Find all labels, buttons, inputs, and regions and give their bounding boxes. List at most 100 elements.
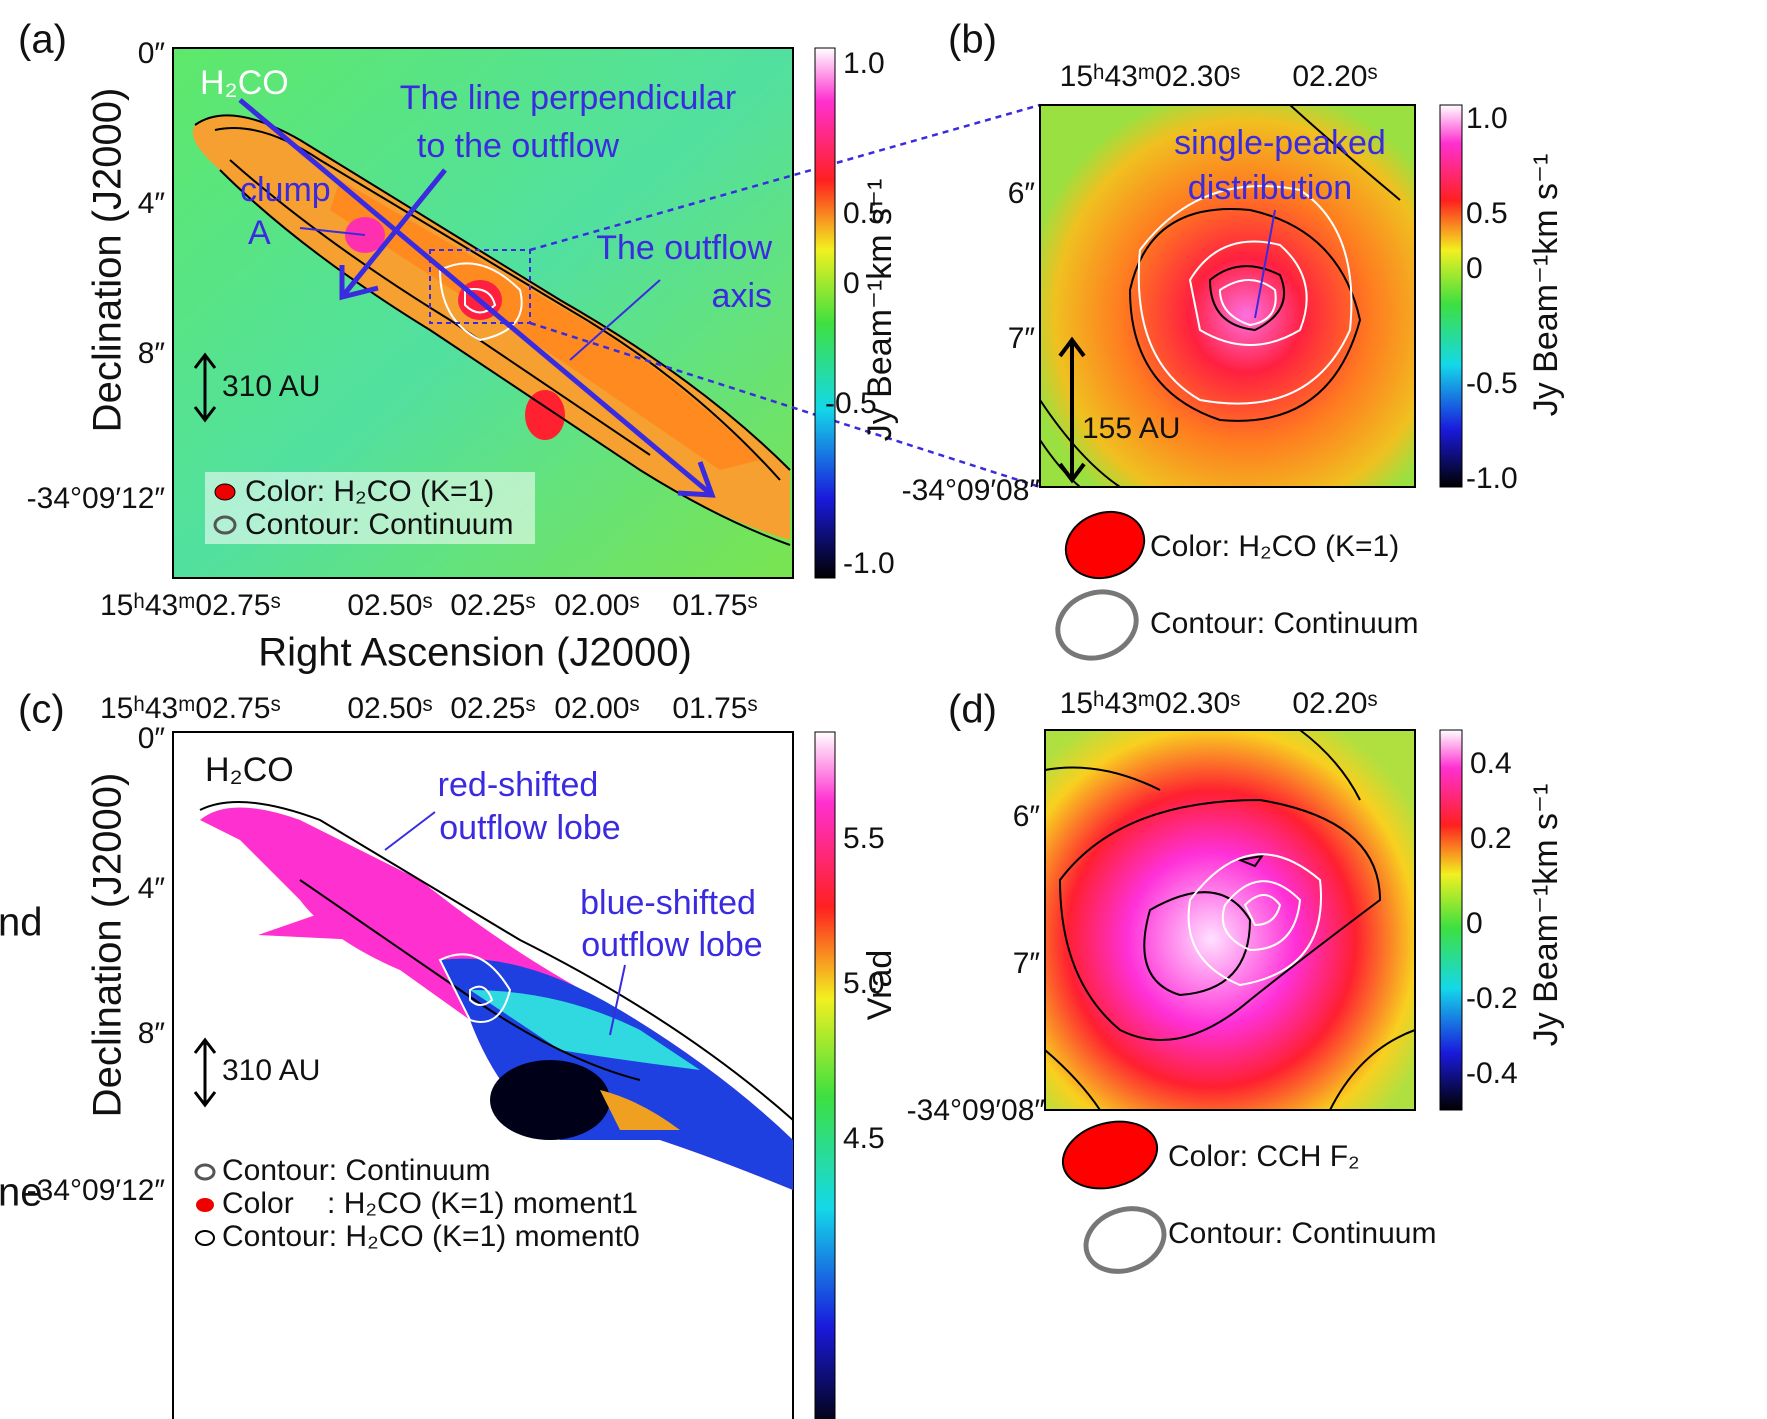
map	[1044, 729, 1416, 1111]
colorbar-tick: 0.4	[1470, 747, 1512, 780]
colorbar-tick: -0.5	[825, 387, 877, 420]
colorbar-title: Jy Beam⁻¹km s⁻¹	[1527, 784, 1565, 1047]
peak	[525, 390, 565, 440]
legend-swatch	[194, 1163, 216, 1181]
panel-label: (c)	[18, 688, 65, 732]
colorbar-tick: 0.2	[1470, 822, 1512, 855]
colorbar	[814, 731, 836, 1419]
y-tick-label: 6″	[1013, 800, 1041, 833]
colorbar-tick: -0.4	[1466, 1057, 1518, 1090]
colorbar-tick: 0	[1466, 907, 1483, 940]
y-tick-label: 7″	[1008, 322, 1036, 355]
emission	[330, 180, 760, 470]
legend-entry: Contour: Continuum	[1168, 1217, 1436, 1250]
annotation: single-peaked	[1174, 124, 1386, 162]
colorbar-tick: -0.5	[1466, 367, 1518, 400]
contour	[1039, 104, 1401, 488]
legend-swatch	[195, 1230, 215, 1246]
colorbar-tick: -1.0	[1466, 462, 1518, 495]
colorbar-tick: 4.5	[843, 1122, 885, 1155]
y-tick-label: 8″	[138, 337, 166, 370]
x-tick-label: 02.20ˢ	[1292, 687, 1377, 720]
x-tick-label: 01.75ˢ	[672, 692, 757, 725]
margin-text: ne	[0, 1171, 43, 1215]
legend-swatch	[1061, 1120, 1159, 1190]
annotation: outflow lobe	[439, 809, 620, 847]
x-tick-label: 02.00ˢ	[554, 589, 639, 622]
y-tick-label: 8″	[138, 1017, 166, 1050]
colorbar-tick: 5.0	[843, 967, 885, 1000]
y-tick-label: -34°09′12″	[27, 482, 166, 515]
panel-c: (c) H₂CO red-shifted outflow lobe blue-s…	[18, 688, 899, 1419]
panel-b: (b) single-peaked distribution 155 AU 15…	[902, 18, 1565, 661]
colorbar-tick: 5.5	[843, 822, 885, 855]
colorbar-title: Jy Beam⁻¹km s⁻¹	[861, 179, 899, 442]
annotation: The outflow	[596, 229, 772, 267]
legend-swatch	[1083, 1206, 1167, 1274]
x-tick-label: 15ʰ43ᵐ02.30ˢ	[1060, 687, 1241, 720]
legend-swatch	[1055, 589, 1139, 661]
x-tick-label: 02.00ˢ	[554, 692, 639, 725]
pointer	[384, 811, 626, 1036]
legend-entry: Contour: H₂CO (K=1) moment0	[222, 1220, 640, 1253]
legend-swatch	[1064, 510, 1146, 580]
annotation: axis	[712, 277, 772, 315]
legend-entry: Color : H₂CO (K=1) moment1	[222, 1187, 638, 1220]
zoom-line	[529, 103, 1041, 489]
annotation: to the outflow	[417, 127, 620, 165]
colorbar	[1439, 104, 1463, 488]
scale-bar	[193, 352, 217, 423]
colorbar-tick: 0.5	[843, 197, 885, 230]
colorbar	[1439, 729, 1463, 1111]
x-tick-label: 02.50ˢ	[347, 692, 432, 725]
legend-box	[205, 472, 535, 544]
annotation: clump	[240, 171, 331, 209]
annotation: H₂CO	[205, 751, 294, 789]
annotation: blue-shifted	[580, 884, 756, 922]
scale-label: 155 AU	[1082, 412, 1180, 445]
legend-entry: Color: H₂CO (K=1)	[1150, 530, 1399, 563]
pointer	[299, 227, 661, 361]
y-tick-label: -34°09′12″	[27, 1174, 166, 1207]
legend-swatch	[213, 515, 237, 535]
y-axis-title: Declination (J2000)	[86, 88, 130, 433]
x-tick-label: 01.75ˢ	[672, 589, 757, 622]
annotation: The line perpendicular	[400, 79, 736, 117]
legend-swatch	[214, 483, 236, 501]
panel-a: (a) H₂CO The line perpendicular to the o…	[18, 18, 1041, 675]
x-tick-label: 15ʰ43ᵐ02.75ˢ	[100, 589, 281, 622]
outflow-axis-arrow	[238, 98, 716, 498]
scale-label: 310 AU	[222, 370, 320, 403]
colorbar-tick: -1.0	[843, 547, 895, 580]
x-tick-label: 02.20ˢ	[1292, 60, 1377, 93]
y-tick-label: -34°09′08″	[907, 1094, 1046, 1127]
panel-label: (a)	[18, 18, 67, 62]
contour	[1137, 185, 1353, 405]
colorbar-tick: -0.2	[1466, 982, 1518, 1015]
velocity-map	[600, 1090, 680, 1130]
scale-label: 310 AU	[222, 1054, 320, 1087]
scale-bar	[1058, 336, 1086, 484]
perpendicular-arrow	[339, 168, 447, 301]
legend-entry: Color: CCH F₂	[1168, 1140, 1360, 1173]
annotation: outflow lobe	[581, 926, 762, 964]
panel-label: (d)	[948, 688, 997, 732]
x-tick-label: 02.25ˢ	[450, 692, 535, 725]
legend-entry: Contour: Continuum	[222, 1154, 490, 1187]
contour	[199, 801, 794, 1121]
y-tick-label: 0″	[138, 722, 166, 755]
margin-text: nd	[0, 901, 43, 945]
colorbar-tick: 0	[1466, 252, 1483, 285]
legend-entry: Contour: Continuum	[1150, 607, 1418, 640]
velocity-map	[258, 910, 360, 940]
panel-label: (b)	[948, 18, 997, 62]
contour	[438, 953, 512, 1023]
y-tick-label: 6″	[1008, 177, 1036, 210]
colorbar-tick: 1.0	[843, 47, 885, 80]
y-tick-label: 4″	[138, 872, 166, 905]
contour	[1044, 729, 1416, 1111]
velocity-map	[490, 1060, 610, 1140]
pointer	[1254, 209, 1276, 319]
x-tick-label: 15ʰ43ᵐ02.75ˢ	[100, 692, 281, 725]
panel-d: (d) 15ʰ43ᵐ02.30ˢ 02.20ˢ 6″ 7″ -34°09′08″…	[907, 687, 1565, 1274]
